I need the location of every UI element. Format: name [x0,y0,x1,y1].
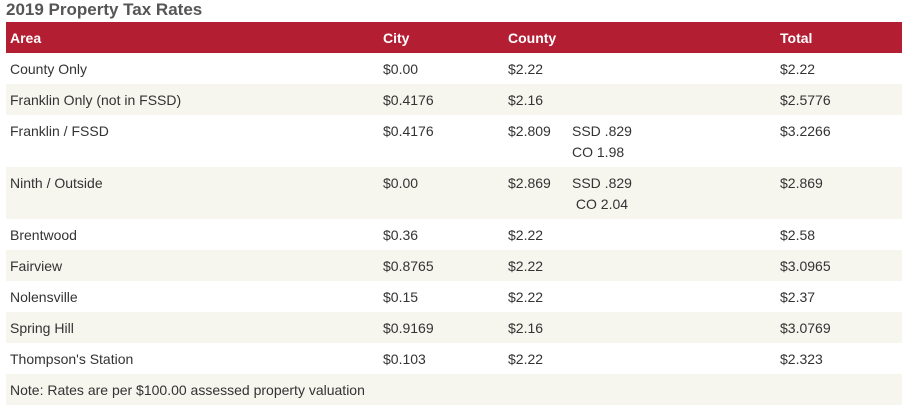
split-co: CO 2.04 [572,196,629,212]
county-cell: $2.16 [504,84,776,115]
county-cell: $2.22 [508,289,544,305]
county-split: SSD .829 CO 2.04 [572,173,632,215]
total-cell: $3.0769 [776,312,902,343]
city-cell: $0.00 [383,61,419,77]
split-ssd: SSD .829 [572,175,632,191]
total-cell: $2.5776 [776,84,902,115]
table-row: Franklin / FSSD $0.4176 $2.809 SSD .829 CO… [6,115,902,167]
city-cell: $0.15 [383,289,419,305]
city-cell: $0.4176 [383,123,434,139]
table-row: Fairview $0.8765 $2.22 $3.0965 [6,250,902,281]
total-cell: $2.22 [780,61,816,77]
county-cell: $2.16 [504,312,776,343]
county-split: SSD .829 CO 1.98 [572,121,632,163]
city-cell: $0.00 [379,167,504,219]
city-cell: $0.36 [383,227,419,243]
page-title: 2019 Property Tax Rates [6,0,203,19]
area-cell: Franklin / FSSD [10,123,109,139]
table-row: Ninth / Outside $0.00 $2.869 SSD .829 CO … [6,167,902,219]
county-cell: $2.22 [508,227,544,243]
column-header-area: Area [6,22,379,53]
area-cell: Nolensville [10,289,78,305]
total-cell: $2.323 [780,351,823,367]
county-value: $2.869 [508,175,551,191]
total-cell: $2.869 [776,167,902,219]
city-cell: $0.9169 [379,312,504,343]
table-row: Thompson's Station $0.103 $2.22 $2.323 [6,343,902,374]
tax-rates-table: Area City County Total County Only $0.00… [6,22,902,405]
city-cell: $0.4176 [379,84,504,115]
column-header-total: Total [776,22,902,53]
area-cell: Franklin Only (not in FSSD) [6,84,379,115]
column-header-county: County [504,22,776,53]
city-cell: $0.103 [383,351,426,367]
split-co: CO 1.98 [572,144,625,160]
area-cell: County Only [10,61,88,77]
table-row: Franklin Only (not in FSSD) $0.4176 $2.1… [6,84,902,115]
area-cell: Spring Hill [6,312,379,343]
area-cell: Ninth / Outside [6,167,379,219]
county-cell: $2.809 SSD .829 CO 1.98 [504,115,776,167]
area-cell: Fairview [6,250,379,281]
county-cell: $2.22 [504,250,776,281]
column-header-city: City [379,22,504,53]
split-ssd: SSD .829 [572,123,632,139]
county-cell: $2.22 [508,351,544,367]
table-row: County Only $0.00 $2.22 $2.22 [6,53,902,84]
county-value: $2.809 [508,123,551,139]
county-cell: $2.22 [508,61,544,77]
area-cell: Thompson's Station [10,351,134,367]
area-cell: Brentwood [10,227,77,243]
table-row: Brentwood $0.36 $2.22 $2.58 [6,219,902,250]
total-cell: $3.2266 [780,123,831,139]
table-row: Nolensville $0.15 $2.22 $2.37 [6,281,902,312]
table-note: Note: Rates are per $100.00 assessed pro… [6,374,902,405]
total-cell: $2.37 [780,289,816,305]
total-cell: $3.0965 [776,250,902,281]
note-row: Note: Rates are per $100.00 assessed pro… [6,374,902,405]
total-cell: $2.58 [780,227,816,243]
county-cell: $2.869 SSD .829 CO 2.04 [504,167,776,219]
city-cell: $0.8765 [379,250,504,281]
table-header-row: Area City County Total [6,22,902,53]
table-row: Spring Hill $0.9169 $2.16 $3.0769 [6,312,902,343]
